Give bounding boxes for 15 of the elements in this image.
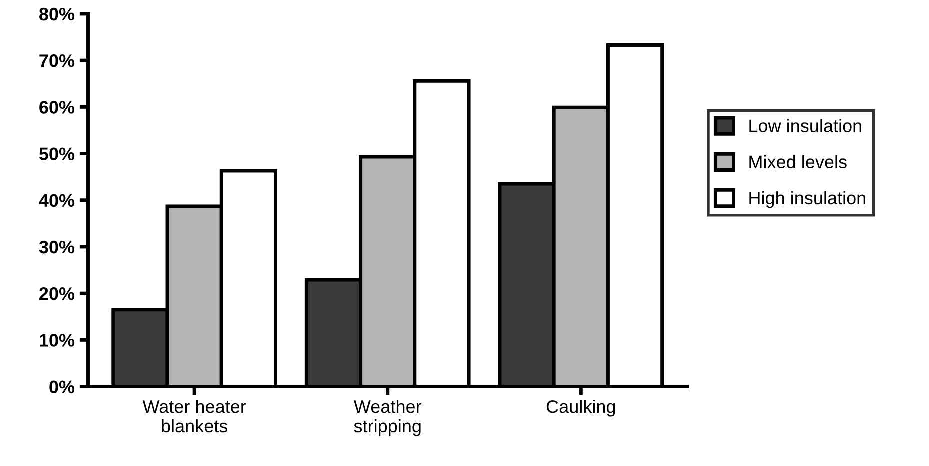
y-tick-label: 0% [50, 380, 75, 394]
y-tick-label: 80% [39, 8, 75, 21]
x-tick-label: Water heater blankets [142, 400, 246, 433]
y-tick-label: 60% [40, 101, 75, 114]
x-tick-label: Weather stripping [354, 400, 422, 436]
legend-label: Mixed levels [750, 155, 847, 169]
legend-label: High insulation [750, 191, 866, 208]
x-tick-label: Caulking [546, 400, 616, 417]
y-tick-label: 40% [39, 194, 75, 208]
y-tick-label: 20% [40, 288, 75, 300]
legend-label: Low insulation [750, 119, 862, 132]
y-tick-label: 50% [39, 148, 75, 160]
y-tick-label: 70% [40, 54, 75, 68]
y-tick-label: 10% [40, 334, 75, 347]
y-tick-label: 30% [39, 240, 75, 254]
